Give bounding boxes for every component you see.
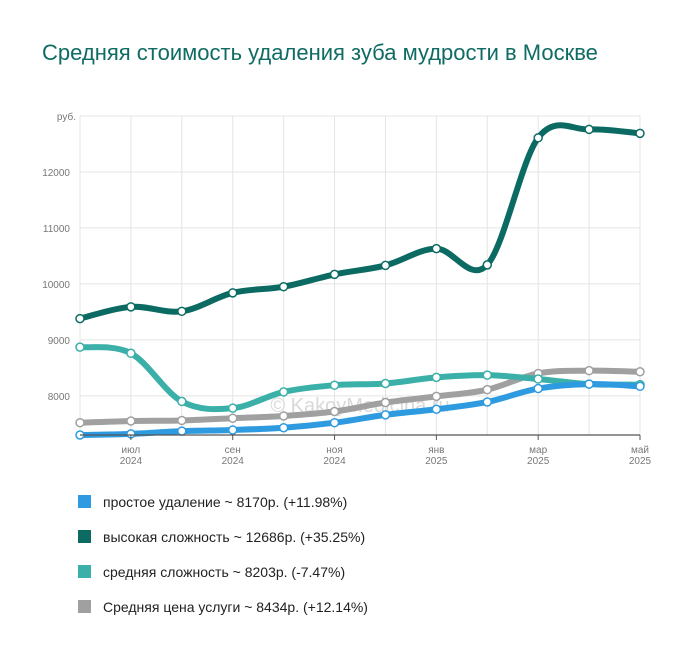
data-point[interactable] [584, 124, 594, 135]
data-point[interactable] [635, 367, 645, 377]
data-point[interactable] [431, 372, 442, 383]
data-point[interactable] [584, 379, 594, 389]
y-tick-label: 10000 [42, 280, 70, 291]
data-point[interactable] [482, 260, 493, 270]
chart-title: Средняя стоимость удаления зуба мудрости… [42, 40, 598, 65]
data-point[interactable] [227, 288, 238, 298]
legend-label: Средняя цена услуги ~ 8434р. (+12.14%) [103, 598, 368, 615]
data-point[interactable] [329, 406, 340, 417]
data-point[interactable] [380, 378, 391, 389]
legend-item[interactable]: простое удаление ~ 8170р. (+11.98%) [78, 484, 368, 519]
data-point[interactable] [380, 410, 391, 420]
series-1 [75, 365, 645, 428]
x-tick-label-year: 2025 [527, 456, 550, 467]
series-4 [75, 122, 645, 324]
x-tick-label-year: 2025 [425, 456, 448, 467]
x-tick-label-year: 2024 [323, 456, 346, 467]
data-point[interactable] [482, 384, 493, 395]
series-3 [75, 379, 645, 440]
data-point[interactable] [177, 415, 187, 426]
legend-item[interactable]: средняя сложность ~ 8203р. (-7.47%) [78, 554, 368, 589]
data-point[interactable] [227, 413, 238, 423]
legend-item[interactable]: высокая сложность ~ 12686р. (+35.25%) [78, 519, 368, 554]
data-point[interactable] [482, 397, 493, 407]
data-point[interactable] [75, 313, 85, 324]
data-point[interactable] [329, 269, 340, 280]
data-point[interactable] [278, 281, 289, 292]
data-point[interactable] [177, 426, 187, 436]
x-tick-label-year: 2024 [222, 456, 245, 467]
data-point[interactable] [635, 381, 645, 392]
data-point[interactable] [126, 348, 136, 359]
legend-swatch [78, 565, 91, 578]
data-point[interactable] [75, 342, 85, 352]
x-tick-label-month: мар [529, 445, 547, 456]
data-point[interactable] [177, 396, 187, 407]
series-line [77, 122, 643, 322]
data-point[interactable] [227, 425, 238, 435]
legend-label: средняя сложность ~ 8203р. (-7.47%) [103, 563, 346, 580]
data-point[interactable] [431, 404, 442, 415]
data-point[interactable] [431, 391, 442, 402]
data-point[interactable] [584, 365, 594, 376]
data-point[interactable] [278, 387, 289, 397]
legend-swatch [78, 495, 91, 508]
y-tick-label: 8000 [48, 392, 71, 403]
data-point[interactable] [126, 416, 136, 426]
data-point[interactable] [380, 260, 391, 271]
data-point[interactable] [177, 306, 187, 317]
data-point[interactable] [126, 302, 136, 312]
legend-label: высокая сложность ~ 12686р. (+35.25%) [103, 528, 366, 545]
data-point[interactable] [329, 417, 340, 428]
legend-swatch [78, 530, 91, 543]
y-axis-unit-label: руб. [57, 111, 76, 123]
y-tick-label: 11000 [43, 224, 71, 235]
y-tick-label: 9000 [48, 336, 71, 347]
x-tick-label-month: ноя [326, 445, 343, 456]
data-point[interactable] [278, 411, 289, 421]
data-point[interactable] [533, 133, 543, 143]
legend-item[interactable]: Средняя цена услуги ~ 8434р. (+12.14%) [78, 589, 368, 624]
x-tick-label-month: июл [122, 445, 141, 456]
data-point[interactable] [227, 403, 238, 413]
data-point[interactable] [431, 243, 442, 254]
data-point[interactable] [329, 380, 340, 390]
y-tick-label: 12000 [42, 168, 70, 179]
data-point[interactable] [380, 397, 391, 408]
data-point[interactable] [482, 370, 493, 380]
data-point[interactable] [533, 374, 543, 384]
data-point[interactable] [75, 417, 85, 428]
legend-swatch [78, 600, 91, 613]
data-point[interactable] [278, 422, 289, 433]
data-point[interactable] [533, 383, 543, 394]
data-point[interactable] [635, 128, 645, 139]
x-tick-label-month: сен [225, 445, 241, 456]
x-tick-label-month: янв [428, 445, 444, 456]
legend: простое удаление ~ 8170р. (+11.98%) высок… [78, 484, 368, 624]
x-tick-label-year: 2024 [120, 456, 143, 467]
legend-label: простое удаление ~ 8170р. (+11.98%) [103, 493, 348, 510]
x-tick-label-month: май [631, 445, 649, 456]
x-tick-label-year: 2025 [629, 456, 652, 467]
